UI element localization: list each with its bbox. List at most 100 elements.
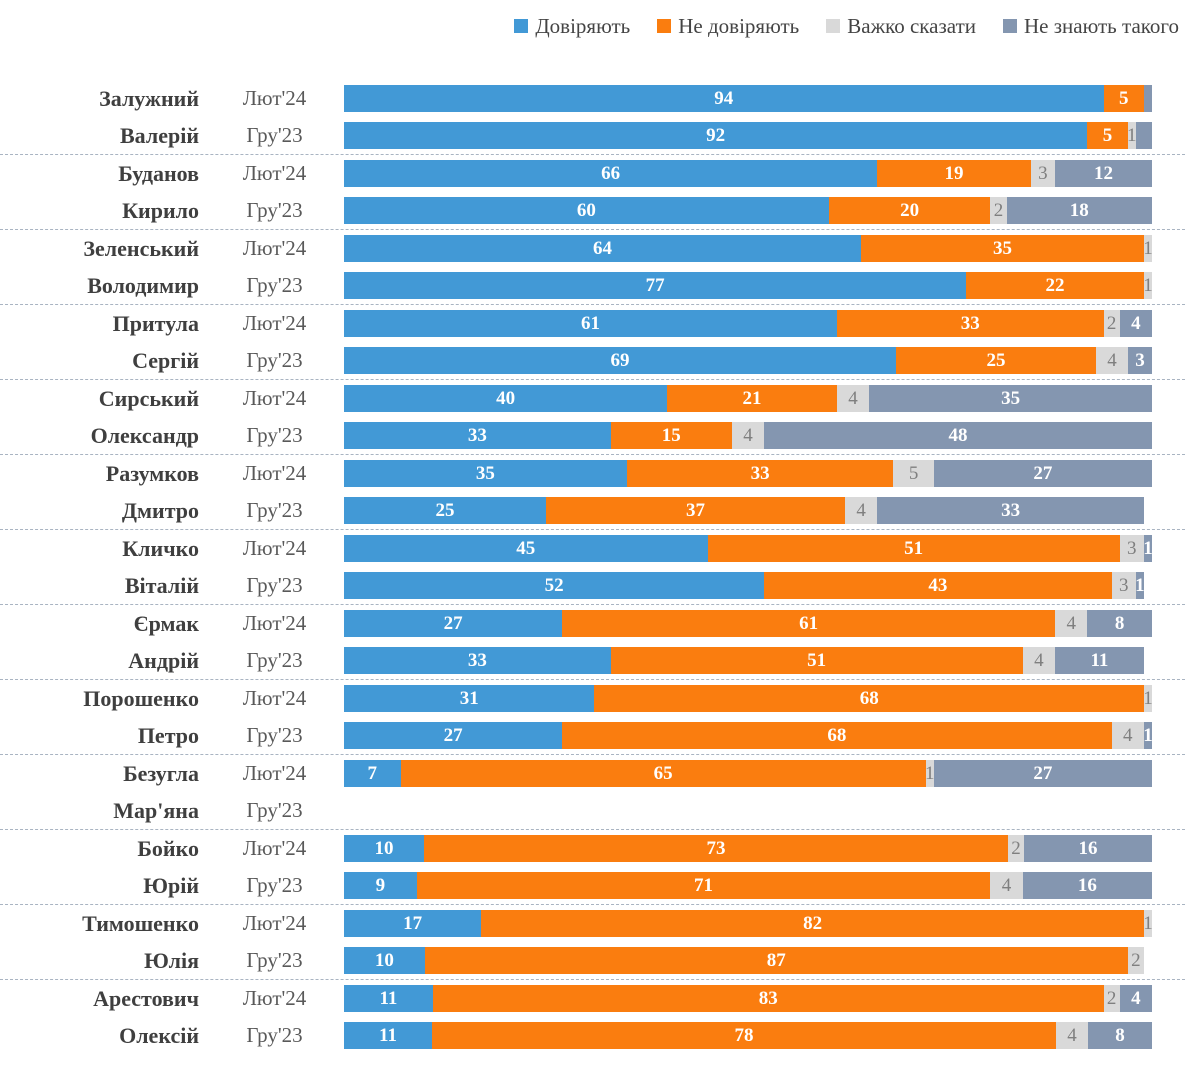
person-surname: Порошенко [83, 685, 199, 711]
period-cell: Гру'23 [205, 722, 344, 749]
bar-segment-hard-to-say: 4 [844, 497, 878, 524]
legend-label: Важко сказати [847, 13, 976, 38]
person-name-column: Сирський Олександр [0, 385, 205, 449]
name-cell: Залужний [0, 85, 205, 112]
period-cell: Лют'24 [205, 535, 344, 562]
bar-row [344, 797, 1152, 824]
person-group: Кличко Віталій Лют'24 Гру'23 45 51 3 1 52 43 3 1 [0, 530, 1185, 605]
bar-value-label: 19 [944, 163, 964, 184]
bar-value-label: 1 [925, 763, 935, 784]
bar-value-label: 33 [960, 313, 980, 334]
bar-value-label: 60 [576, 200, 596, 221]
bar-value-label: 45 [516, 538, 536, 559]
period-label: Гру'23 [246, 1023, 303, 1047]
person-surname: Зеленський [83, 235, 199, 261]
bar-segment-hard-to-say: 2 [1127, 947, 1144, 974]
person-firstname: Кирило [122, 197, 199, 223]
bar-value-label: 61 [799, 613, 819, 634]
bar-segment-distrust: 22 [966, 272, 1144, 299]
bar-value-label: 48 [948, 425, 968, 446]
bar-segment-trust: 69 [344, 347, 896, 374]
bar-segment-dont-know: 27 [933, 760, 1152, 787]
person-surname: Притула [112, 310, 199, 336]
bar-segment-hard-to-say: 1 [1143, 685, 1153, 712]
person-group: Тимошенко Юлія Лют'24 Гру'23 17 82 1 10 87 2 [0, 905, 1185, 980]
period-cell: Лют'24 [205, 235, 344, 262]
bar-segment-dont-know: 12 [1055, 160, 1152, 187]
bar-value-label: 3 [1038, 163, 1048, 184]
bar-value-label: 21 [742, 388, 762, 409]
bar-segment-trust: 10 [344, 835, 424, 862]
period-label: Гру'23 [246, 648, 303, 672]
bar-segment-trust: 27 [344, 722, 563, 749]
period-label: Гру'23 [246, 198, 303, 222]
person-group: Єрмак Андрій Лют'24 Гру'23 27 61 4 8 33 51 4 11 [0, 605, 1185, 680]
bar-value-label: 4 [856, 500, 866, 521]
bar-value-label: 25 [435, 500, 455, 521]
period-cell: Лют'24 [205, 610, 344, 637]
bar-value-label: 51 [807, 650, 827, 671]
bar-row: 40 21 4 35 [344, 385, 1152, 412]
bar-segment-trust: 45 [344, 535, 708, 562]
person-firstname: Сергій [132, 347, 199, 373]
person-surname: Разумков [105, 460, 199, 486]
bar-value-label: 4 [1067, 1025, 1077, 1046]
bar-segment-distrust: 51 [707, 535, 1120, 562]
bar-value-label: 27 [1033, 463, 1053, 484]
name-cell: Юлія [0, 947, 205, 974]
bar-segment-distrust: 15 [610, 422, 732, 449]
person-group: Залужний Валерій Лют'24 Гру'23 94 5 92 5 1 [0, 80, 1185, 155]
name-cell: Кличко [0, 535, 205, 562]
bar-value-label: 92 [706, 125, 726, 146]
bar-value-label: 78 [734, 1025, 754, 1046]
person-firstname: Олександр [90, 422, 199, 448]
bar-value-label: 51 [904, 538, 924, 559]
person-name-column: Єрмак Андрій [0, 610, 205, 674]
name-cell: Олексій [0, 1022, 205, 1049]
bar-value-label: 82 [803, 913, 823, 934]
bars-column: 27 61 4 8 33 51 4 11 [344, 610, 1152, 674]
person-surname: Єрмак [133, 610, 199, 636]
bar-segment-distrust: 20 [828, 197, 991, 224]
bar-segment-distrust: 5 [1087, 122, 1128, 149]
bar-row: 64 35 1 [344, 235, 1153, 262]
name-cell: Дмитро [0, 497, 205, 524]
bar-segment-dont-know: 3 [1128, 347, 1152, 374]
bar-segment-hard-to-say: 5 [893, 460, 934, 487]
name-cell: Арестович [0, 985, 205, 1012]
person-firstname: Віталій [124, 572, 199, 598]
name-cell: Сирський [0, 385, 205, 412]
bar-value-label: 87 [766, 950, 786, 971]
bar-value-label: 2 [1011, 838, 1021, 859]
bar-segment-hard-to-say: 1 [1143, 272, 1153, 299]
bars-column: 40 21 4 35 33 15 4 48 [344, 385, 1152, 449]
bar-segment-hard-to-say: 4 [990, 872, 1023, 899]
bar-segment-hard-to-say: 4 [1055, 610, 1088, 637]
bars-column: 64 35 1 77 22 1 [344, 235, 1153, 299]
person-name-column: Залужний Валерій [0, 85, 205, 149]
legend-item: Не довіряють [657, 14, 799, 39]
period-label: Гру'23 [246, 123, 303, 147]
person-firstname: Володимир [87, 272, 199, 298]
bar-segment-dont-know [1135, 122, 1152, 149]
bar-value-label: 4 [1001, 875, 1012, 896]
bar-value-label: 35 [1001, 388, 1021, 409]
bar-row: 33 51 4 11 [344, 647, 1152, 674]
period-cell: Лют'24 [205, 160, 344, 187]
bar-value-label: 64 [593, 238, 613, 259]
bar-segment-trust: 7 [344, 760, 401, 787]
period-cell: Гру'23 [205, 797, 344, 824]
bar-value-label: 1 [1143, 238, 1153, 259]
bar-segment-distrust: 87 [424, 947, 1128, 974]
bar-value-label: 9 [375, 875, 386, 896]
person-name-column: Тимошенко Юлія [0, 910, 205, 974]
bar-value-label: 10 [374, 950, 394, 971]
bar-segment-dont-know: 27 [933, 460, 1152, 487]
bar-segment-dont-know: 1 [1143, 535, 1153, 562]
name-cell: Мар'яна [0, 797, 205, 824]
bars-column: 11 83 2 4 11 78 4 8 [344, 985, 1152, 1049]
person-group: Зеленський Володимир Лют'24 Гру'23 64 35 1 77 22… [0, 230, 1185, 305]
period-column: Лют'24 Гру'23 [205, 85, 344, 149]
period-label: Лют'24 [242, 536, 307, 560]
period-cell: Лют'24 [205, 760, 344, 787]
